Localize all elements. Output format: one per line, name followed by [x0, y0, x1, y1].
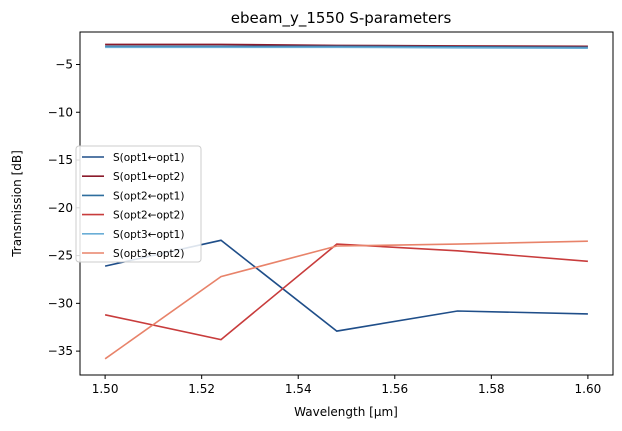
y-tick-label: −20 [48, 201, 73, 215]
legend-label: S(opt2←opt1) [113, 190, 184, 202]
x-tick-label: 1.52 [188, 382, 215, 396]
series-line-2 [105, 43, 588, 48]
x-axis-ticks: 1.50 1.52 1.54 1.56 1.58 1.60 [92, 375, 602, 396]
y-tick-label: −10 [48, 105, 73, 119]
chart-title: ebeam_y_1550 S-parameters [231, 9, 452, 28]
series-line-6 [104, 240, 588, 360]
x-axis-label: Wavelength [µm] [294, 405, 398, 419]
x-tick-label: 1.54 [285, 382, 312, 396]
legend: S(opt1←opt1) S(opt1←opt2) S(opt2←opt1) S(op… [75, 145, 202, 263]
legend-label: S(opt3←opt1) [113, 229, 184, 241]
x-tick-label: 1.60 [575, 382, 602, 396]
series-line-5 [105, 46, 588, 49]
series-line-4 [104, 243, 588, 341]
y-axis-ticks: −5 −10 −15 −20 −25 −30 −35 [48, 57, 80, 358]
legend-label: S(opt1←opt2) [113, 171, 184, 183]
x-tick-label: 1.50 [92, 382, 119, 396]
y-tick-label: −35 [48, 344, 73, 358]
x-tick-label: 1.56 [381, 382, 408, 396]
legend-label: S(opt2←opt2) [113, 210, 184, 222]
series-line-3 [105, 45, 588, 49]
y-tick-label: −5 [55, 57, 73, 71]
y-tick-label: −25 [48, 249, 73, 263]
y-axis-label: Transmission [dB] [10, 150, 24, 258]
legend-label: S(opt3←opt2) [113, 248, 184, 260]
legend-box [75, 145, 202, 263]
y-tick-label: −30 [48, 296, 73, 310]
y-tick-label: −15 [48, 153, 73, 167]
x-tick-label: 1.58 [478, 382, 505, 396]
legend-label: S(opt1←opt1) [113, 152, 184, 164]
series-lines [104, 43, 588, 360]
